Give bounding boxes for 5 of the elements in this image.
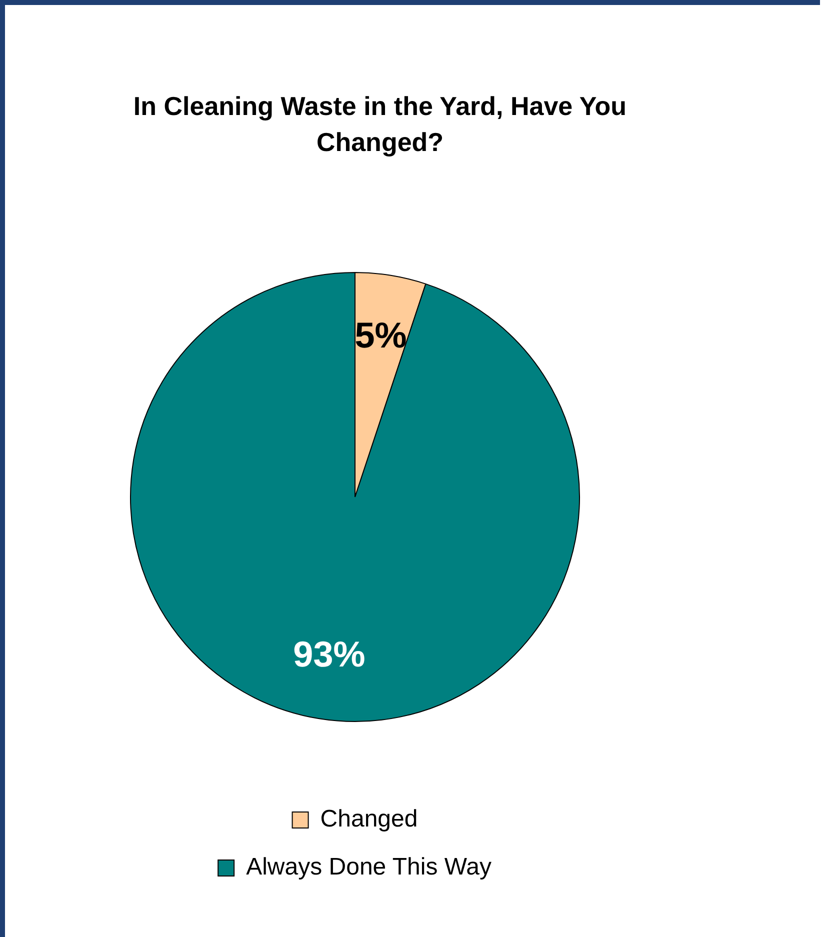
data-label: 5%: [354, 314, 407, 356]
legend-label: Always Done This Way: [246, 854, 492, 881]
legend-label: Changed: [320, 806, 418, 833]
data-label: 93%: [293, 633, 366, 674]
chart-title: In Cleaning Waste in the Yard, Have You Changed?: [132, 90, 628, 159]
